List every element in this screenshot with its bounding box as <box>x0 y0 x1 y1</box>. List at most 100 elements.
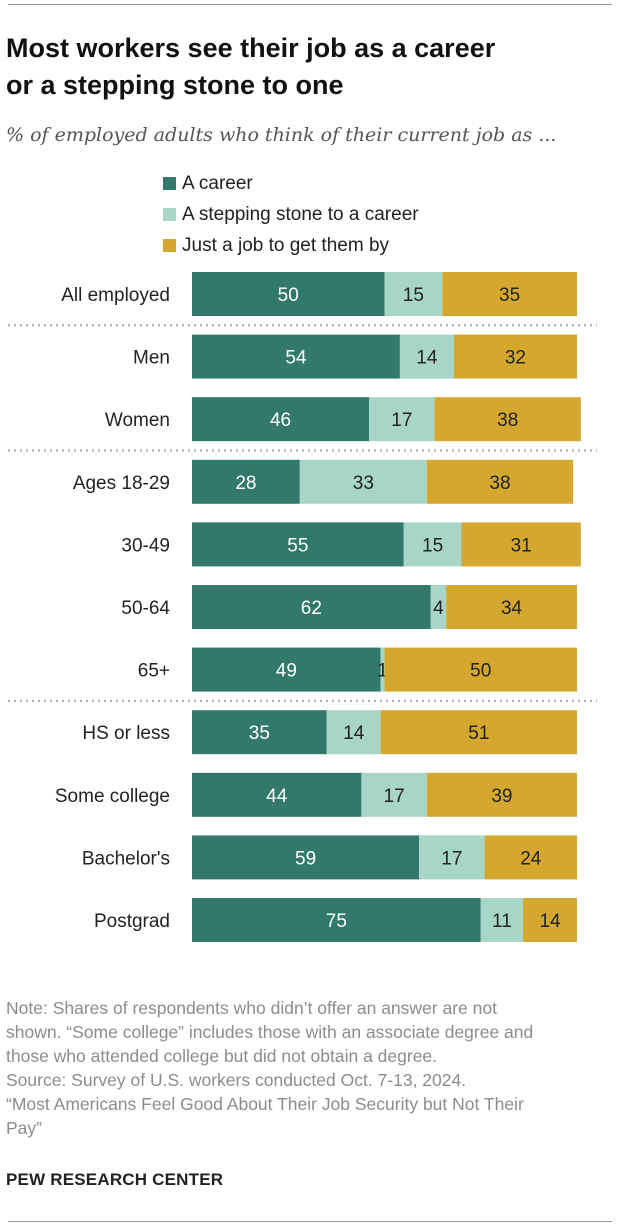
title-line-2: or a stepping stone to one <box>6 70 344 100</box>
legend-label-stepping-stone: A stepping stone to a career <box>182 203 419 225</box>
bar-career-65 <box>192 647 381 692</box>
category-label-hs-or-less: HS or less <box>82 723 170 744</box>
value-label-career-men: 54 <box>285 348 307 369</box>
value-label-just-a-job-women: 38 <box>497 410 518 431</box>
bar-just-a-job-hs-or-less <box>380 710 577 755</box>
category-label-some-college: Some college <box>55 786 170 807</box>
title-line-1: Most workers see their job as a career <box>6 33 496 63</box>
bar-just-a-job-30-49 <box>461 522 581 567</box>
bar-just-a-job-women <box>434 397 581 442</box>
value-label-career-hs-or-less: 35 <box>249 723 270 744</box>
bar-just-a-job-65 <box>384 647 577 692</box>
legend-item-stepping-stone: A stepping stone to a career <box>163 199 419 230</box>
bar-stepping-stone-hs-or-less <box>326 710 381 755</box>
value-label-just-a-job-65: 50 <box>470 661 491 682</box>
bar-stepping-stone-all-employed <box>384 272 443 316</box>
category-label-women: Women <box>105 410 170 431</box>
bar-career-men <box>192 334 400 379</box>
value-label-stepping-stone-bachelor-s: 17 <box>441 848 462 869</box>
legend-swatch-career <box>163 177 176 190</box>
value-label-just-a-job-all-employed: 35 <box>499 285 520 306</box>
bar-stepping-stone-bachelor-s <box>419 835 485 880</box>
value-label-career-postgrad: 75 <box>326 911 347 932</box>
value-label-stepping-stone-ages-18-29: 33 <box>353 473 374 494</box>
value-label-just-a-job-postgrad: 14 <box>539 911 561 932</box>
value-label-career-50-64: 62 <box>301 598 322 619</box>
bar-stepping-stone-men <box>399 334 454 379</box>
bar-career-bachelor-s <box>192 835 420 880</box>
note-line-3: those who attended college but did not o… <box>6 1046 438 1066</box>
bar-career-all-employed <box>192 272 385 316</box>
bar-stepping-stone-30-49 <box>403 522 462 567</box>
value-label-stepping-stone-65: 1 <box>377 661 388 682</box>
bar-just-a-job-some-college <box>426 772 577 817</box>
value-label-just-a-job-30-49: 31 <box>511 535 532 556</box>
bar-career-30-49 <box>192 522 404 567</box>
category-label-30-49: 30-49 <box>121 535 170 556</box>
bar-just-a-job-all-employed <box>442 272 577 316</box>
bar-stepping-stone-some-college <box>361 772 427 817</box>
legend-label-just-a-job: Just a job to get them by <box>182 234 390 256</box>
value-label-just-a-job-bachelor-s: 24 <box>520 848 542 869</box>
value-label-career-bachelor-s: 59 <box>295 848 316 869</box>
legend-item-just-a-job: Just a job to get them by <box>163 230 419 261</box>
legend: A career A stepping stone to a career Ju… <box>163 168 419 261</box>
report-title-line-2: Pay” <box>6 1118 42 1138</box>
value-label-just-a-job-some-college: 39 <box>491 786 512 807</box>
top-rule <box>8 4 612 5</box>
bar-just-a-job-ages-18-29 <box>426 459 574 504</box>
bar-stepping-stone-65 <box>380 647 385 692</box>
value-label-stepping-stone-men: 14 <box>416 348 438 369</box>
bar-stepping-stone-women <box>369 397 435 442</box>
chart-title: Most workers see their job as a career o… <box>6 30 606 104</box>
value-label-career-all-employed: 50 <box>278 285 299 306</box>
value-label-stepping-stone-hs-or-less: 14 <box>343 723 365 744</box>
value-label-career-65: 49 <box>276 661 297 682</box>
note-line-1: Note: Shares of respondents who didn’t o… <box>6 998 497 1018</box>
bar-career-hs-or-less <box>192 710 327 755</box>
source-line: Source: Survey of U.S. workers conducted… <box>6 1070 467 1090</box>
category-label-50-64: 50-64 <box>121 598 170 619</box>
value-label-career-ages-18-29: 28 <box>235 473 256 494</box>
bar-career-ages-18-29 <box>192 459 300 504</box>
notes: Note: Shares of respondents who didn’t o… <box>6 996 616 1140</box>
bar-stepping-stone-postgrad <box>480 898 524 942</box>
category-label-ages-18-29: Ages 18-29 <box>73 473 170 494</box>
legend-swatch-just-a-job <box>163 239 176 252</box>
bottom-rule <box>8 1221 612 1222</box>
chart-subtitle: % of employed adults who think of their … <box>6 124 557 146</box>
value-label-career-some-college: 44 <box>266 786 288 807</box>
category-label-65: 65+ <box>138 661 170 682</box>
value-label-stepping-stone-some-college: 17 <box>384 786 405 807</box>
bar-career-50-64 <box>192 585 431 629</box>
legend-swatch-stepping-stone <box>163 208 176 221</box>
brand-logo-text: PEW RESEARCH CENTER <box>6 1170 224 1189</box>
value-label-stepping-stone-50-64: 4 <box>433 598 444 619</box>
value-label-just-a-job-50-64: 34 <box>501 598 523 619</box>
bar-career-postgrad <box>192 898 481 942</box>
value-label-career-women: 46 <box>270 410 291 431</box>
bar-stepping-stone-ages-18-29 <box>299 459 427 504</box>
value-label-stepping-stone-postgrad: 11 <box>492 911 512 932</box>
value-label-just-a-job-men: 32 <box>505 348 526 369</box>
bar-just-a-job-50-64 <box>446 585 577 629</box>
value-label-career-30-49: 55 <box>287 535 308 556</box>
bar-just-a-job-bachelor-s <box>484 835 577 880</box>
bar-stepping-stone-50-64 <box>430 585 447 629</box>
value-label-stepping-stone-30-49: 15 <box>422 535 443 556</box>
note-line-2: shown. “Some college” includes those wit… <box>6 1022 534 1042</box>
value-label-just-a-job-ages-18-29: 38 <box>489 473 510 494</box>
bar-career-women <box>192 397 370 442</box>
category-label-postgrad: Postgrad <box>94 911 170 932</box>
bar-just-a-job-postgrad <box>523 898 577 942</box>
value-label-stepping-stone-women: 17 <box>391 410 412 431</box>
legend-item-career: A career <box>163 168 419 199</box>
category-label-all-employed: All employed <box>61 285 170 306</box>
category-label-bachelor-s: Bachelor's <box>82 848 170 869</box>
bar-just-a-job-men <box>453 334 577 379</box>
category-label-men: Men <box>133 348 170 369</box>
value-label-just-a-job-hs-or-less: 51 <box>468 723 489 744</box>
value-label-stepping-stone-all-employed: 15 <box>403 285 424 306</box>
report-title-line-1: “Most Americans Feel Good About Their Jo… <box>6 1094 524 1114</box>
